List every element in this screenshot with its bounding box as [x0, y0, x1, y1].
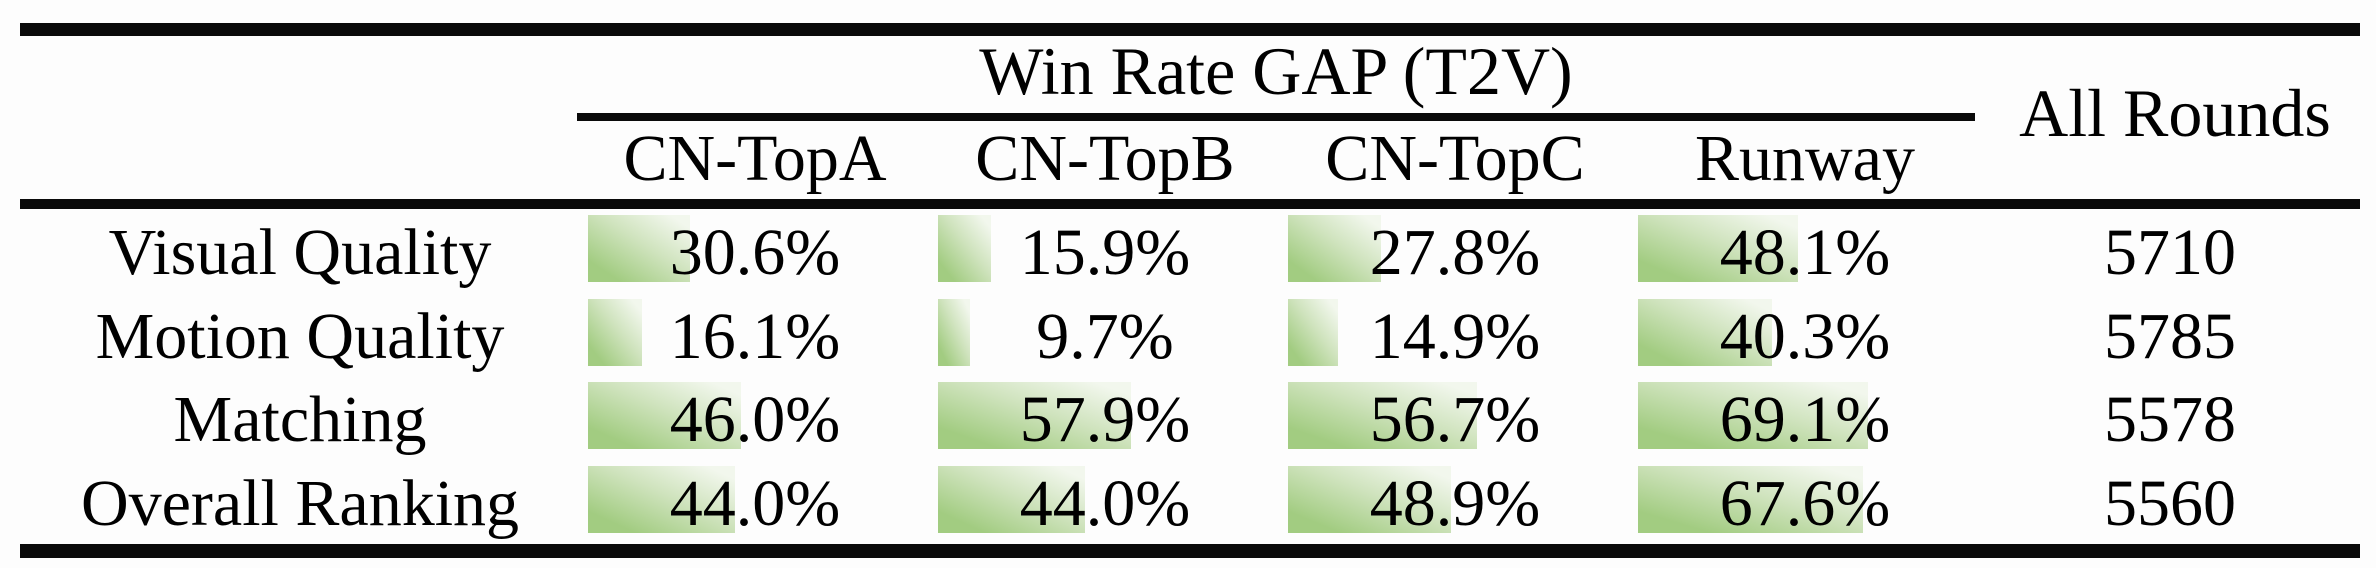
gap-cell: 16.1%: [580, 295, 930, 378]
title-underline-rule: [577, 113, 1975, 121]
column-header-cn-topb: CN-TopB: [975, 122, 1235, 195]
win-rate-bar: [1288, 382, 1477, 449]
win-rate-value: 9.7%: [1036, 299, 1174, 373]
win-rate-value: 46.0%: [669, 382, 841, 456]
win-rate-value: 40.3%: [1719, 299, 1891, 373]
row-label-visual-quality: Visual Quality: [108, 215, 492, 289]
gap-cell: 27.8%: [1280, 211, 1630, 294]
win-rate-value: 14.9%: [1369, 299, 1541, 373]
win-rate-value: 48.9%: [1369, 466, 1541, 540]
win-rate-value: 44.0%: [669, 466, 841, 540]
win-rate-value: 27.8%: [1369, 215, 1541, 289]
win-rate-bar: [938, 215, 991, 282]
win-rate-value: 69.1%: [1719, 382, 1891, 456]
win-rate-value: 67.6%: [1719, 466, 1891, 540]
gap-cell: 46.0%: [580, 378, 930, 461]
gap-cell: 40.3%: [1630, 295, 1980, 378]
gap-cell: 44.0%: [930, 462, 1280, 545]
gap-cell: 9.7%: [930, 295, 1280, 378]
win-rate-value: 16.1%: [669, 299, 841, 373]
column-header-runway: Runway: [1695, 122, 1915, 195]
win-rate-value: 15.9%: [1019, 215, 1191, 289]
all-rounds-column-header: All Rounds: [2019, 74, 2331, 151]
all-rounds-value: 5785: [2104, 299, 2236, 373]
win-rate-bar: [588, 466, 735, 533]
table-top-rule: [20, 23, 2360, 36]
win-rate-bar: [1638, 215, 1799, 282]
win-rate-bar: [588, 215, 690, 282]
gap-cell: 69.1%: [1630, 378, 1980, 461]
win-rate-value: 56.7%: [1369, 382, 1541, 456]
gap-cell: 48.1%: [1630, 211, 1980, 294]
win-rate-bar: [938, 299, 971, 366]
win-rate-bar: [938, 382, 1131, 449]
row-label-overall-ranking: Overall Ranking: [80, 466, 520, 540]
gap-cell: 15.9%: [930, 211, 1280, 294]
all-rounds-value: 5560: [2104, 466, 2236, 540]
gap-cell: 67.6%: [1630, 462, 1980, 545]
win-rate-bar: [1288, 299, 1338, 366]
gap-cell: 57.9%: [930, 378, 1280, 461]
gap-cell: 44.0%: [580, 462, 930, 545]
gap-cell: 48.9%: [1280, 462, 1630, 545]
win-rate-bar: [938, 466, 1085, 533]
column-header-cn-topc: CN-TopC: [1325, 122, 1585, 195]
win-rate-bar: [588, 299, 642, 366]
win-rate-bar: [1288, 215, 1381, 282]
row-label-matching: Matching: [173, 382, 427, 456]
all-rounds-value: 5710: [2104, 215, 2236, 289]
table-bottom-rule: [20, 544, 2360, 558]
win-rate-bar: [1288, 466, 1451, 533]
gap-cell: 56.7%: [1280, 378, 1630, 461]
win-rate-value: 48.1%: [1719, 215, 1891, 289]
win-rate-value: 57.9%: [1019, 382, 1191, 456]
table-title: Win Rate GAP (T2V): [979, 33, 1573, 109]
column-header-cn-topa: CN-TopA: [623, 122, 887, 195]
win-rate-value: 30.6%: [669, 215, 841, 289]
gap-cell: 14.9%: [1280, 295, 1630, 378]
win-rate-bar: [1638, 466, 1864, 533]
win-rate-bar: [588, 382, 742, 449]
all-rounds-value: 5578: [2104, 382, 2236, 456]
win-rate-bar: [1638, 382, 1869, 449]
win-rate-bar: [1638, 299, 1773, 366]
header-separator-rule: [20, 199, 2360, 209]
row-label-motion-quality: Motion Quality: [95, 299, 505, 373]
win-rate-value: 44.0%: [1019, 466, 1191, 540]
gap-cell: 30.6%: [580, 211, 930, 294]
